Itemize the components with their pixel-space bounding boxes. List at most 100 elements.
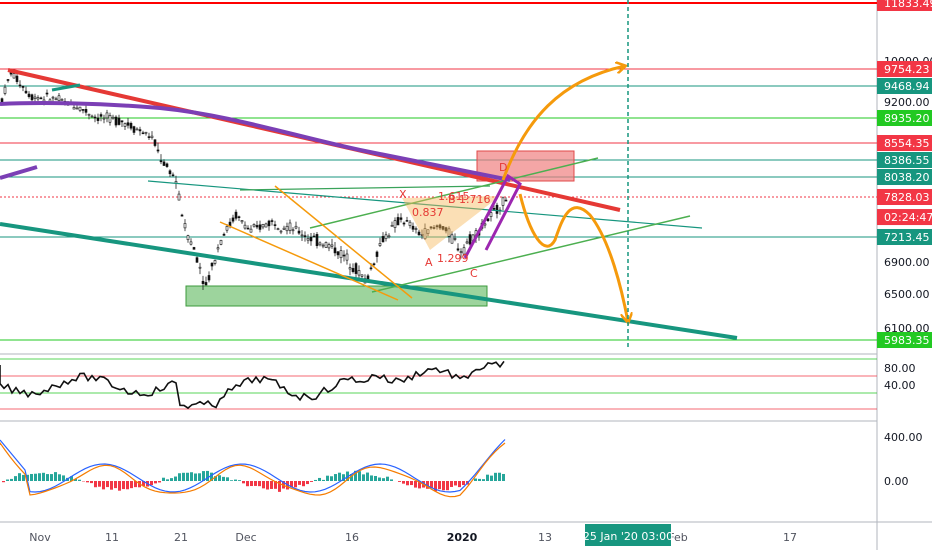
ratio-1716: 1.716	[459, 193, 491, 206]
macd-bar	[110, 481, 113, 490]
macd-bar	[98, 481, 101, 487]
candle	[297, 226, 301, 235]
oscillator-line[interactable]	[0, 360, 505, 410]
macd-bar	[94, 481, 97, 488]
wedge-lower[interactable]	[219, 221, 399, 301]
time-tick-label: Dec	[235, 531, 256, 544]
macd-bar	[238, 480, 241, 481]
candle	[303, 231, 307, 242]
candle	[453, 233, 457, 242]
macd-line[interactable]	[0, 439, 506, 493]
moving-average[interactable]	[0, 101, 511, 182]
thin-channel-upper[interactable]	[147, 180, 703, 229]
macd-bar	[402, 481, 405, 484]
price-label: 11833.49	[877, 0, 932, 11]
candle	[237, 215, 241, 221]
macd-bar	[278, 481, 281, 492]
macd-bar	[266, 481, 269, 490]
macd-bar	[46, 474, 49, 481]
macd-bar	[166, 479, 169, 481]
candle	[270, 218, 274, 226]
svg-text:7828.03: 7828.03	[884, 191, 930, 204]
macd-bar	[2, 481, 5, 483]
candle	[372, 262, 376, 267]
rising-channel-lower[interactable]	[371, 215, 691, 293]
candle	[30, 93, 34, 103]
candle	[234, 209, 238, 221]
candle	[129, 121, 133, 131]
abcd-pattern[interactable]	[463, 173, 522, 259]
macd-bar	[250, 481, 253, 487]
projection-down[interactable]	[518, 193, 628, 322]
price-label: 7213.45	[877, 229, 932, 245]
price-axis: 10000.009200.006900.006500.006100.001183…	[877, 0, 932, 488]
macd-bar	[362, 474, 365, 481]
macd-bar	[426, 481, 429, 489]
macd-bar	[486, 474, 489, 481]
macd-bar	[26, 474, 29, 481]
price-label: 8386.55	[877, 152, 932, 168]
macd-bar	[198, 473, 201, 481]
macd-bar	[218, 475, 221, 481]
candle	[162, 159, 166, 167]
candle	[45, 89, 49, 97]
macd-bar	[354, 470, 357, 481]
candle	[375, 250, 379, 263]
svg-text:9468.94: 9468.94	[884, 80, 930, 93]
candle	[21, 85, 25, 92]
wedge-upper[interactable]	[274, 185, 413, 299]
candle	[111, 114, 115, 120]
candle	[255, 220, 259, 230]
macd-bar	[322, 479, 325, 481]
macd-bar	[150, 481, 153, 486]
candle	[393, 217, 397, 233]
candle	[240, 220, 244, 224]
candle	[213, 259, 217, 266]
candle	[183, 219, 187, 232]
macd-bar	[474, 478, 477, 481]
candle	[426, 229, 430, 237]
candle	[210, 262, 214, 271]
candle	[381, 232, 385, 243]
candle	[411, 222, 415, 233]
moving-average-stub[interactable]	[0, 165, 38, 180]
macd-bar	[226, 477, 229, 481]
signal-line[interactable]	[0, 441, 506, 498]
macd-bar	[118, 481, 121, 491]
candle	[258, 220, 262, 233]
ratio-0837: 0.837	[412, 206, 444, 219]
support-zone[interactable]	[185, 285, 488, 307]
oscillator-panel	[0, 358, 877, 410]
triangle-upper[interactable]	[239, 185, 491, 191]
macd-bar	[170, 478, 173, 481]
candle	[252, 223, 256, 228]
price-tick-label: 9200.00	[884, 96, 930, 109]
candle	[201, 275, 205, 291]
price-label: 8935.20	[877, 110, 932, 126]
price-label: 8038.20	[877, 169, 932, 185]
macd-bar	[502, 473, 505, 481]
candle	[432, 224, 436, 230]
macd-bar	[186, 472, 189, 481]
candle	[462, 244, 466, 256]
rising-channel-upper[interactable]	[309, 157, 599, 229]
candle	[222, 232, 226, 236]
pattern-label-b: B	[448, 193, 456, 206]
time-tick-label: 17	[783, 531, 797, 544]
zones	[185, 150, 575, 307]
candle	[300, 230, 304, 242]
pattern-label-x: X	[399, 188, 407, 201]
price-tick-label: 6900.00	[884, 256, 930, 269]
macd-bar	[154, 481, 157, 484]
macd-bar	[190, 472, 193, 481]
projection-up[interactable]	[501, 66, 625, 181]
candle	[324, 241, 328, 248]
candle	[192, 246, 196, 250]
candle	[378, 237, 382, 247]
long-channel-line[interactable]	[0, 222, 738, 340]
candle	[441, 226, 445, 231]
macd-bar	[174, 476, 177, 481]
candle	[198, 262, 202, 275]
short-green-stroke[interactable]	[51, 83, 81, 92]
